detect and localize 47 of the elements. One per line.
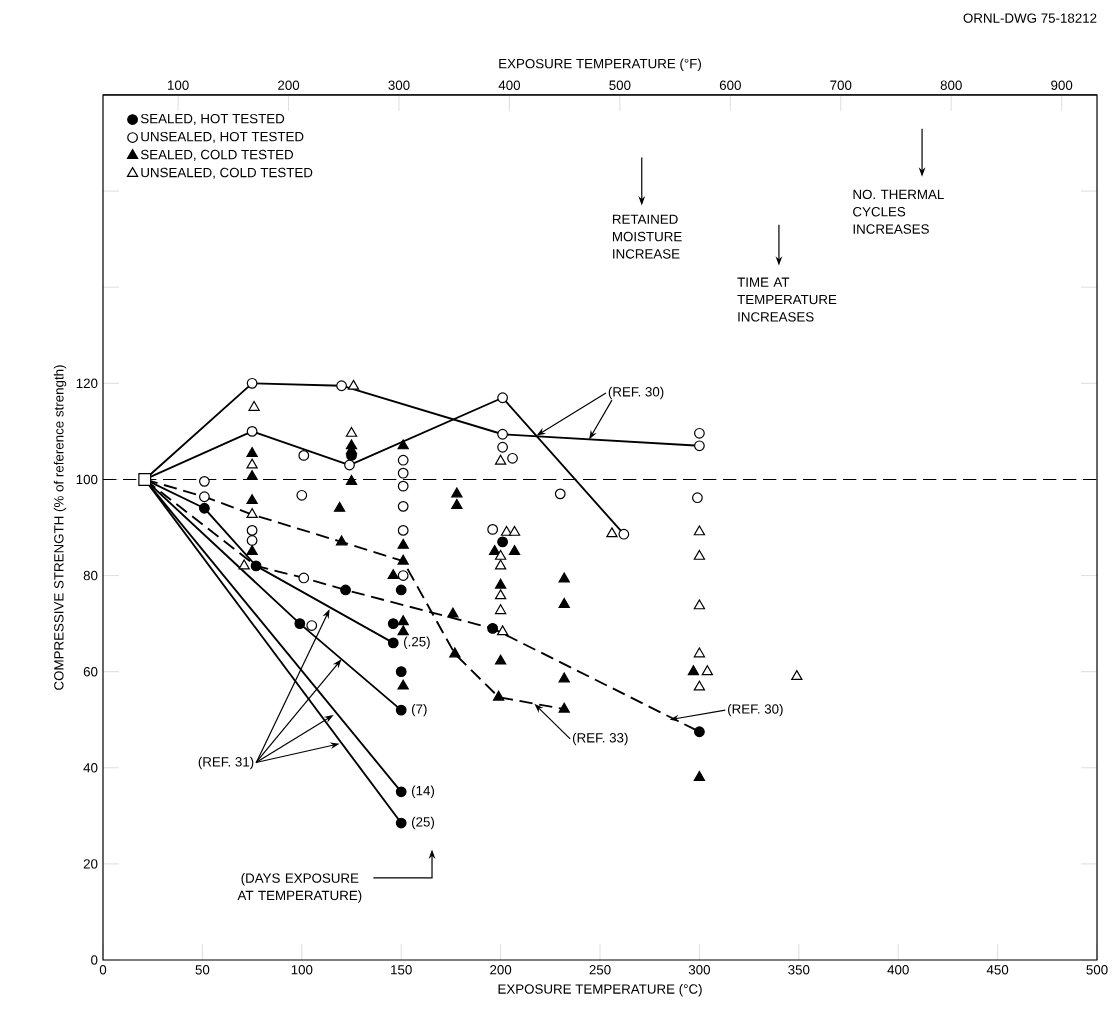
legend-label: UNSEALED, HOT TESTED bbox=[141, 131, 304, 143]
y-tick-label: 60 bbox=[83, 666, 98, 677]
annotation: NO. THERMAL CYCLES INCREASES bbox=[853, 189, 944, 234]
x2-tick-label: 400 bbox=[498, 80, 521, 90]
x-tick-label: 150 bbox=[391, 965, 412, 975]
x2-tick-label: 900 bbox=[1051, 80, 1073, 90]
x2-tick-label: 600 bbox=[719, 80, 741, 90]
y-tick-label: 100 bbox=[76, 474, 98, 485]
x-tick-label: 450 bbox=[986, 965, 1009, 975]
x-tick-label: 300 bbox=[688, 965, 711, 975]
x2-tick-label: 700 bbox=[830, 80, 852, 90]
annotation: (.25) bbox=[404, 636, 430, 650]
annotation: (REF. 31) bbox=[198, 756, 254, 770]
x2-tick-label: 800 bbox=[940, 80, 962, 90]
y-axis-title: COMPRESSIVE STRENGTH (% of reference strength) bbox=[53, 365, 67, 690]
x-tick-label: 500 bbox=[1086, 965, 1108, 975]
x-tick-label: 0 bbox=[99, 965, 107, 975]
y-tick-label: 20 bbox=[83, 859, 98, 869]
annotation: TIME AT TEMPERATURE INCREASES bbox=[737, 277, 837, 322]
annotation: RETAINED MOISTURE INCREASE bbox=[612, 214, 682, 259]
x-tick-label: 350 bbox=[788, 965, 810, 975]
x-tick-label: 250 bbox=[589, 965, 611, 975]
x-tick-label: 50 bbox=[195, 965, 210, 975]
annotation: (REF. 33) bbox=[572, 732, 628, 746]
x-tick-label: 100 bbox=[291, 965, 313, 975]
annotation: (25) bbox=[411, 816, 435, 830]
x2-tick-label: 500 bbox=[609, 80, 631, 90]
legend-label: SEALED, HOT TESTED bbox=[140, 113, 285, 125]
x-axis-title: EXPOSURE TEMPERATURE (°C) bbox=[498, 983, 702, 997]
x-tick-label: 400 bbox=[887, 965, 909, 975]
x2-tick-label: 200 bbox=[278, 80, 300, 90]
x-tick-label: 200 bbox=[490, 965, 512, 975]
y-tick-label: 80 bbox=[83, 570, 98, 581]
x2-tick-label: 300 bbox=[388, 80, 410, 90]
y-tick-label: 0 bbox=[91, 955, 98, 965]
x2-tick-label: 100 bbox=[168, 80, 189, 90]
annotation: (DAYS EXPOSURE AT TEMPERATURE) bbox=[237, 873, 362, 903]
annotation: (7) bbox=[411, 703, 427, 717]
annotation: (REF. 30) bbox=[728, 703, 783, 717]
annotation: (REF. 30) bbox=[608, 386, 664, 400]
legend-label: SEALED, COLD TESTED bbox=[140, 149, 294, 161]
y-tick-label: 40 bbox=[83, 763, 98, 773]
x2-axis-title: EXPOSURE TEMPERATURE (°F) bbox=[499, 58, 701, 71]
text: ORNL-DWG 75-18212 bbox=[963, 13, 1097, 23]
legend-label: UNSEALED, COLD TESTED bbox=[141, 167, 313, 179]
y-tick-label: 120 bbox=[76, 378, 98, 389]
annotation: (14) bbox=[411, 785, 435, 799]
